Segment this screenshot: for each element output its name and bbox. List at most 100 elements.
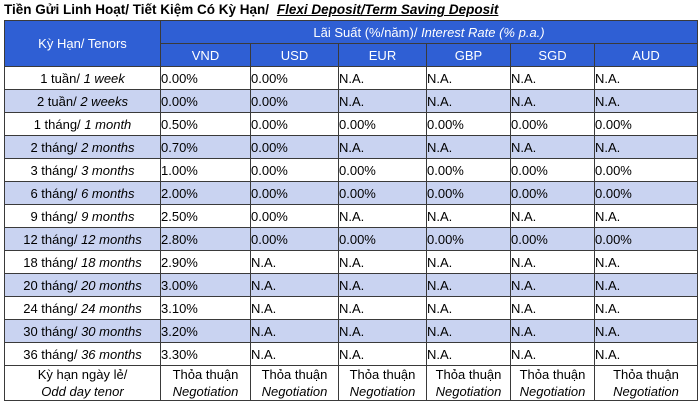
rate-cell-sgd: 0.00% <box>510 112 595 136</box>
rate-cell-usd: N.A. <box>250 273 339 297</box>
negotiation-cell-eur: Thỏa thuận Negotiation <box>338 365 427 401</box>
table-row: 2 tháng/ 2 months 0.70% 0.00% N.A. N.A. N.A. N… <box>4 135 699 159</box>
table-row: 1 tháng/ 1 month 0.50% 0.00% 0.00% 0.00% 0.00… <box>4 112 699 136</box>
tenor-cell: 1 tháng/ 1 month <box>4 112 161 136</box>
rate-cell-eur: 0.00% <box>338 181 427 205</box>
table-row: 2 tuần/ 2 weeks 0.00% 0.00% N.A. N.A. N.A. N.A… <box>4 89 699 113</box>
interest-rate-table: Kỳ Hạn/ Tenors Lãi Suất (%/năm)/ Interes… <box>4 20 699 401</box>
rate-cell-vnd: 2.00% <box>160 181 251 205</box>
tenor-cell: 20 tháng/ 20 months <box>4 273 161 297</box>
table-row: 1 tuần/ 1 week 0.00% 0.00% N.A. N.A. N.A. N.A. <box>4 66 699 90</box>
currency-header-sgd: SGD <box>510 43 595 67</box>
rate-cell-sgd: N.A. <box>510 342 595 366</box>
negotiation-en: Negotiation <box>519 384 586 399</box>
odd-day-vn: Kỳ hạn ngày lẻ/ <box>37 367 128 382</box>
rate-cell-vnd: 3.00% <box>160 273 251 297</box>
rate-cell-usd: 0.00% <box>250 66 339 90</box>
currency-header-usd: USD <box>250 43 339 67</box>
rate-cell-vnd: 2.80% <box>160 227 251 251</box>
rate-cell-usd: N.A. <box>250 296 339 320</box>
tenor-en: 1 week <box>83 70 125 86</box>
tenor-vn: 36 tháng/ <box>23 346 78 362</box>
table-row: 9 tháng/ 9 months 2.50% 0.00% N.A. N.A. N.A. N… <box>4 204 699 228</box>
negotiation-vn: Thỏa thuận <box>435 367 502 382</box>
tenor-vn: 9 tháng/ <box>30 208 78 224</box>
negotiation-en: Negotiation <box>261 384 328 399</box>
tenor-cell: 30 tháng/ 30 months <box>4 319 161 343</box>
tenor-cell: 2 tuần/ 2 weeks <box>4 89 161 113</box>
rate-cell-aud: 0.00% <box>593 112 699 136</box>
negotiation-vn: Thỏa thuận <box>519 367 586 382</box>
rate-cell-gbp: N.A. <box>426 89 511 113</box>
table-row: 20 tháng/ 20 months 3.00% N.A. N.A. N.A. N.A.… <box>4 273 699 297</box>
rate-cell-eur: N.A. <box>338 319 427 343</box>
rate-cell-sgd: N.A. <box>510 66 595 90</box>
rate-cell-sgd: 0.00% <box>510 227 595 251</box>
tenor-cell: 3 tháng/ 3 months <box>4 158 161 182</box>
rate-cell-aud: 0.00% <box>593 227 699 251</box>
negotiation-cell-sgd: Thỏa thuận Negotiation <box>510 365 595 401</box>
rate-cell-sgd: 0.00% <box>510 181 595 205</box>
rate-cell-vnd: 0.70% <box>160 135 251 159</box>
rate-cell-aud: N.A. <box>593 66 699 90</box>
tenor-vn: 24 tháng/ <box>23 300 78 316</box>
rate-cell-eur: N.A. <box>338 135 427 159</box>
rate-cell-sgd: N.A. <box>510 250 595 274</box>
rate-cell-usd: 0.00% <box>250 89 339 113</box>
rate-cell-aud: N.A. <box>593 135 699 159</box>
rate-header-en: Interest Rate (% p.a.) <box>421 24 545 40</box>
rate-cell-usd: 0.00% <box>250 204 339 228</box>
rate-cell-sgd: N.A. <box>510 135 595 159</box>
rate-cell-usd: 0.00% <box>250 181 339 205</box>
tenor-vn: 2 tuần/ <box>36 93 77 109</box>
rate-cell-gbp: 0.00% <box>426 112 511 136</box>
title-vn: Tiền Gửi Linh Hoạt/ Tiết Kiệm Có Kỳ Hạn/ <box>4 2 270 17</box>
title-en: Flexi Deposit/Term Saving Deposit <box>276 2 499 17</box>
tenor-cell: 1 tuần/ 1 week <box>4 66 161 90</box>
rate-cell-eur: N.A. <box>338 250 427 274</box>
negotiation-en: Negotiation <box>349 384 416 399</box>
tenor-en: 30 months <box>81 323 142 339</box>
rate-cell-eur: 0.00% <box>338 112 427 136</box>
tenor-en: 2 weeks <box>80 93 129 109</box>
negotiation-cell-gbp: Thỏa thuận Negotiation <box>426 365 511 401</box>
tenor-en: 24 months <box>81 300 142 316</box>
rate-cell-vnd: 3.30% <box>160 342 251 366</box>
tenor-en: 3 months <box>81 162 135 178</box>
negotiation-cell-aud: Thỏa thuận Negotiation <box>593 365 699 401</box>
rate-cell-aud: N.A. <box>593 89 699 113</box>
negotiation-vn: Thỏa thuận <box>349 367 416 382</box>
tenor-vn: 12 tháng/ <box>23 231 78 247</box>
rate-cell-gbp: N.A. <box>426 296 511 320</box>
rate-cell-gbp: 0.00% <box>426 227 511 251</box>
tenor-cell: 6 tháng/ 6 months <box>4 181 161 205</box>
rate-cell-gbp: N.A. <box>426 342 511 366</box>
rate-header-vn: Lãi Suất (%/năm)/ <box>313 24 418 40</box>
rate-cell-sgd: N.A. <box>510 89 595 113</box>
tenor-en: 6 months <box>81 185 135 201</box>
table-row: 6 tháng/ 6 months 2.00% 0.00% 0.00% 0.00% 0.0… <box>4 181 699 205</box>
rate-cell-vnd: 3.20% <box>160 319 251 343</box>
tenor-vn: 18 tháng/ <box>23 254 78 270</box>
negotiation-vn: Thỏa thuận <box>261 367 328 382</box>
rate-cell-vnd: 0.00% <box>160 66 251 90</box>
rate-cell-vnd: 0.50% <box>160 112 251 136</box>
rate-cell-gbp: N.A. <box>426 319 511 343</box>
tenor-cell: 9 tháng/ 9 months <box>4 204 161 228</box>
rate-cell-sgd: 0.00% <box>510 158 595 182</box>
rate-table-body: 1 tuần/ 1 week 0.00% 0.00% N.A. N.A. N.A. N.A.… <box>4 66 699 401</box>
tenor-vn: 1 tuần/ <box>40 70 80 86</box>
table-row: 3 tháng/ 3 months 1.00% 0.00% 0.00% 0.00% 0.0… <box>4 158 699 182</box>
odd-day-tenor-cell: Kỳ hạn ngày lẻ/Odd day tenor <box>4 365 161 401</box>
rate-cell-gbp: N.A. <box>426 250 511 274</box>
table-row: 24 tháng/ 24 months 3.10% N.A. N.A. N.A. N.A.… <box>4 296 699 320</box>
rate-header: Lãi Suất (%/năm)/ Interest Rate (% p.a.) <box>159 20 699 44</box>
negotiation-en: Negotiation <box>172 384 239 399</box>
tenor-cell: 36 tháng/ 36 months <box>4 342 161 366</box>
tenor-en: 12 months <box>81 231 142 247</box>
rate-cell-aud: N.A. <box>593 250 699 274</box>
currency-header-vnd: VND <box>160 43 251 67</box>
odd-day-en: Odd day tenor <box>41 384 124 399</box>
tenor-vn: 3 tháng/ <box>30 162 78 178</box>
rate-cell-aud: N.A. <box>593 296 699 320</box>
